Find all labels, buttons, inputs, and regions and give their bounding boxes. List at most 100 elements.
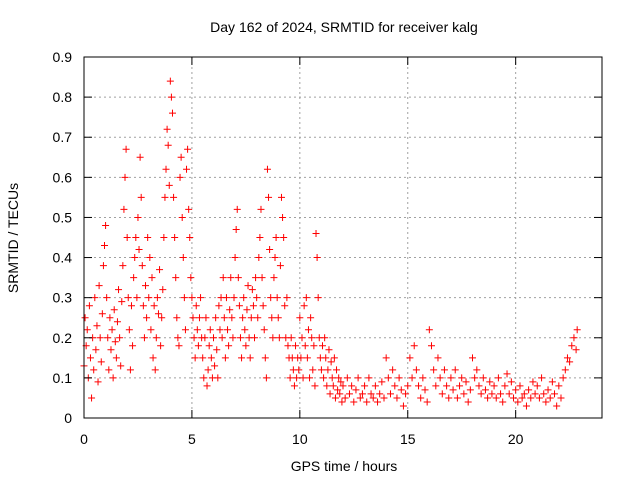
data-point	[186, 234, 194, 241]
data-point	[348, 382, 356, 390]
data-point	[219, 274, 227, 282]
data-point	[445, 394, 453, 402]
data-point	[81, 314, 89, 322]
data-point	[236, 334, 244, 342]
data-point	[259, 302, 267, 310]
data-point	[300, 302, 308, 310]
data-point	[241, 326, 249, 334]
data-point	[94, 378, 102, 386]
data-point	[127, 302, 135, 310]
data-point	[105, 366, 113, 374]
data-point	[92, 346, 100, 354]
data-point	[324, 366, 332, 374]
data-point	[334, 386, 342, 394]
y-tick-label: 0.8	[53, 89, 73, 105]
data-point	[473, 366, 481, 374]
data-point	[230, 294, 238, 302]
data-point	[561, 366, 569, 374]
data-point	[145, 294, 153, 302]
data-point	[361, 382, 369, 390]
data-point	[93, 322, 101, 330]
data-point	[164, 141, 172, 149]
data-point	[333, 366, 341, 374]
data-point	[213, 346, 221, 354]
data-point	[178, 213, 186, 221]
data-point	[220, 314, 228, 322]
data-point	[252, 274, 260, 282]
data-point	[159, 286, 167, 294]
data-point	[512, 386, 520, 394]
data-point	[280, 234, 288, 241]
data-point	[104, 334, 112, 342]
data-point	[514, 398, 522, 406]
data-point	[206, 326, 214, 334]
data-point	[229, 334, 237, 342]
data-point	[116, 334, 124, 342]
data-point	[499, 398, 507, 406]
data-point	[115, 286, 123, 294]
data-point	[404, 382, 412, 390]
data-point	[110, 306, 118, 314]
data-point	[365, 374, 373, 382]
data-point	[531, 390, 539, 398]
data-point	[505, 390, 513, 398]
data-point	[240, 294, 248, 302]
data-point	[374, 398, 382, 406]
data-point	[330, 354, 338, 362]
data-point	[369, 394, 377, 402]
data-point	[195, 314, 203, 322]
data-point	[286, 374, 294, 382]
data-point	[86, 354, 94, 362]
data-point	[345, 390, 353, 398]
data-point	[453, 394, 461, 402]
data-point	[126, 366, 134, 374]
data-point	[233, 205, 241, 213]
data-point	[173, 314, 181, 322]
data-point	[277, 193, 285, 201]
data-point	[546, 394, 554, 402]
data-point	[265, 193, 273, 201]
data-point	[421, 386, 429, 394]
data-point	[216, 326, 224, 334]
data-point	[170, 193, 178, 201]
data-point	[246, 354, 254, 362]
data-point	[111, 338, 119, 346]
data-point	[376, 390, 384, 398]
data-point	[118, 298, 126, 306]
data-point	[151, 366, 159, 374]
data-point	[298, 334, 306, 342]
data-point	[302, 294, 310, 302]
data-point	[389, 366, 397, 374]
data-point	[266, 246, 274, 254]
data-point	[292, 342, 300, 350]
data-point	[154, 310, 162, 318]
data-point	[443, 382, 451, 390]
data-point	[166, 77, 174, 85]
data-point	[175, 342, 183, 350]
data-point	[160, 234, 168, 241]
data-point	[147, 326, 155, 334]
data-point	[553, 402, 561, 410]
data-point	[570, 334, 578, 342]
data-point	[97, 358, 105, 366]
data-point	[204, 366, 212, 374]
data-point	[258, 274, 266, 282]
data-point	[557, 394, 565, 402]
data-point	[325, 346, 333, 354]
data-point	[488, 390, 496, 398]
data-point	[380, 394, 388, 402]
data-point	[124, 294, 132, 302]
data-point	[215, 302, 223, 310]
plot-frame	[83, 56, 603, 419]
data-point	[210, 334, 217, 342]
data-point	[257, 205, 265, 213]
data-point	[572, 346, 580, 354]
data-point	[494, 374, 502, 382]
data-point	[168, 109, 176, 117]
data-point	[150, 302, 158, 310]
data-point	[234, 274, 242, 282]
data-point	[430, 366, 438, 374]
data-point	[275, 334, 283, 342]
data-point	[449, 386, 457, 394]
axis-ticks: 0 0.1 0.2 0.3 0.4 0.5 0.6 0.7 0.8 0.9 0 5 10 15 20	[53, 49, 602, 447]
